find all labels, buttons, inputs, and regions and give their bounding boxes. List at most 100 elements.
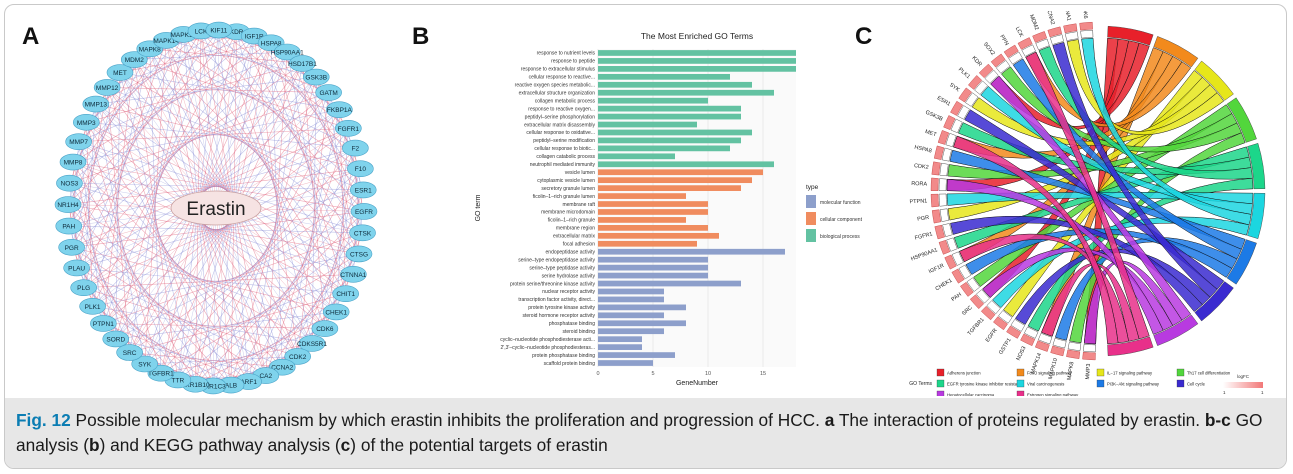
go-term-label: scaffold protein binding	[544, 361, 596, 367]
network-edge	[215, 207, 232, 386]
gene-node-label: ARF1	[240, 379, 257, 386]
gene-node-label: CDKS5R1	[297, 341, 327, 348]
go-term-label: response to nutrient levels	[537, 51, 596, 57]
gene-node	[335, 120, 362, 137]
gene-label: NOS3	[1016, 346, 1028, 362]
logfc-gradient	[1223, 382, 1263, 388]
go-bar	[598, 89, 774, 96]
gene-node-label: TTR	[172, 377, 185, 384]
gene-node	[332, 285, 360, 303]
gene-node	[342, 139, 369, 157]
gene-logfc-arc	[1047, 26, 1062, 38]
go-term-label: serine–type peptidase activity	[529, 265, 595, 271]
go-bar	[598, 185, 741, 191]
go-bar	[598, 256, 708, 263]
figure-caption: Fig. 12 Possible molecular mechanism by …	[16, 408, 1271, 458]
go-term-label: extracellular structure organization	[519, 90, 596, 96]
network-edge	[183, 34, 217, 209]
go-bar	[598, 177, 752, 184]
go-bar	[598, 304, 686, 311]
go-bar	[598, 272, 708, 279]
go-term-label: membrane microdomain	[541, 210, 595, 216]
legend-entry-label: cellular component	[820, 217, 863, 223]
caption-bc-letters: b-c	[1204, 410, 1231, 430]
gene-label: PLK1	[957, 67, 971, 80]
go-bar	[598, 264, 708, 271]
gene-node-label: SRC	[123, 350, 137, 357]
go-term-label: cellular response to reactive...	[529, 75, 595, 81]
chord-ribbon	[1052, 42, 1218, 298]
gene-node-label: F2	[352, 146, 360, 153]
chord-ribbon	[992, 216, 1250, 309]
caption-fig-label: Fig. 12	[16, 410, 71, 430]
gene-node-label: MAPK14	[153, 38, 179, 45]
go-bar	[598, 312, 664, 319]
go-bar	[598, 225, 708, 231]
gene-logfc-arc	[934, 224, 945, 240]
gene-node-label: IGF1R	[245, 34, 264, 41]
panel-a-letter: A	[22, 23, 40, 50]
gene-node	[289, 55, 316, 72]
go-bar	[598, 137, 741, 144]
network-edge	[183, 34, 346, 294]
go-term-label: cyclic–nucleotide phosphodiesterase acti…	[500, 337, 595, 343]
gene-arc	[1010, 318, 1026, 332]
go-term-label: extracellular matrix disassembly	[524, 122, 595, 128]
gene-node	[131, 355, 159, 373]
gene-arc	[1067, 341, 1082, 352]
gene-node-label: CDK6	[316, 326, 334, 333]
network-edge	[119, 72, 365, 212]
gene-arc	[939, 162, 949, 177]
pathway-arc	[1194, 60, 1234, 101]
go-bar	[598, 81, 752, 88]
go-bar	[598, 360, 653, 366]
gene-node	[79, 297, 106, 315]
chord-legend-swatch	[1096, 379, 1105, 388]
pathway-arc	[1226, 239, 1257, 285]
gene-node-label: CHEK1	[325, 309, 347, 316]
chord-ribbon	[1041, 263, 1140, 342]
logfc-title: logFC	[1237, 374, 1250, 379]
network-edge	[166, 40, 361, 169]
go-bar	[598, 328, 664, 335]
gene-arc	[1037, 332, 1053, 345]
gene-label: SRC	[961, 305, 974, 317]
gene-node-label: MMP3	[77, 120, 96, 127]
y-axis-label: GO term	[475, 194, 482, 221]
gene-node-label: FKBP1A	[327, 107, 353, 114]
go-bar	[598, 201, 708, 207]
gene-label: PGR	[917, 215, 930, 223]
network-edge	[200, 30, 217, 209]
gene-node-label: CTNNA1	[340, 272, 366, 279]
go-term-label: 2',3'–cyclic–nucleotide phosphodiesteras…	[501, 345, 595, 351]
go-bar	[598, 169, 763, 176]
go-term-label: peptidyl–serine modification	[533, 138, 595, 144]
go-term-label: cellular response to biotic...	[534, 146, 595, 152]
gene-logfc-arc	[1066, 349, 1081, 359]
caption-b-letter: b	[89, 435, 100, 455]
network-edge	[165, 40, 354, 275]
gene-node-label: AKR1B10	[181, 382, 210, 389]
chord-ribbon	[1025, 51, 1150, 340]
legend-entry-label: biological process	[820, 234, 860, 240]
gene-node	[326, 101, 353, 119]
gene-node	[345, 245, 373, 263]
chord-ribbon	[953, 135, 1119, 345]
go-term-label: collagen catabolic process	[536, 154, 595, 160]
kegg-chord-diagram: MMP3MAPK8MAPK10MAPK14NOS3GSTP1EGFRTGFBR1…	[909, 11, 1266, 396]
gene-label: PPN	[998, 34, 1009, 47]
go-bar	[598, 352, 675, 358]
go-term-label: response to extracellular stimulus	[521, 67, 596, 73]
network-edges	[67, 29, 365, 387]
go-term-label: membrane raft	[562, 202, 595, 208]
go-bar	[598, 66, 796, 72]
pathway-arc	[1153, 36, 1199, 68]
gene-label: LCK	[1014, 26, 1024, 39]
network-edge	[218, 29, 363, 234]
gene-node-label: MAPK8	[139, 46, 161, 53]
gene-node-label: SYK	[138, 361, 152, 368]
gene-node-label: MDM2	[125, 57, 145, 64]
chord-legend-label: Viral carcinogenesis	[1027, 382, 1064, 387]
gene-node	[350, 203, 378, 220]
gene-node-label: SORD	[106, 336, 125, 343]
